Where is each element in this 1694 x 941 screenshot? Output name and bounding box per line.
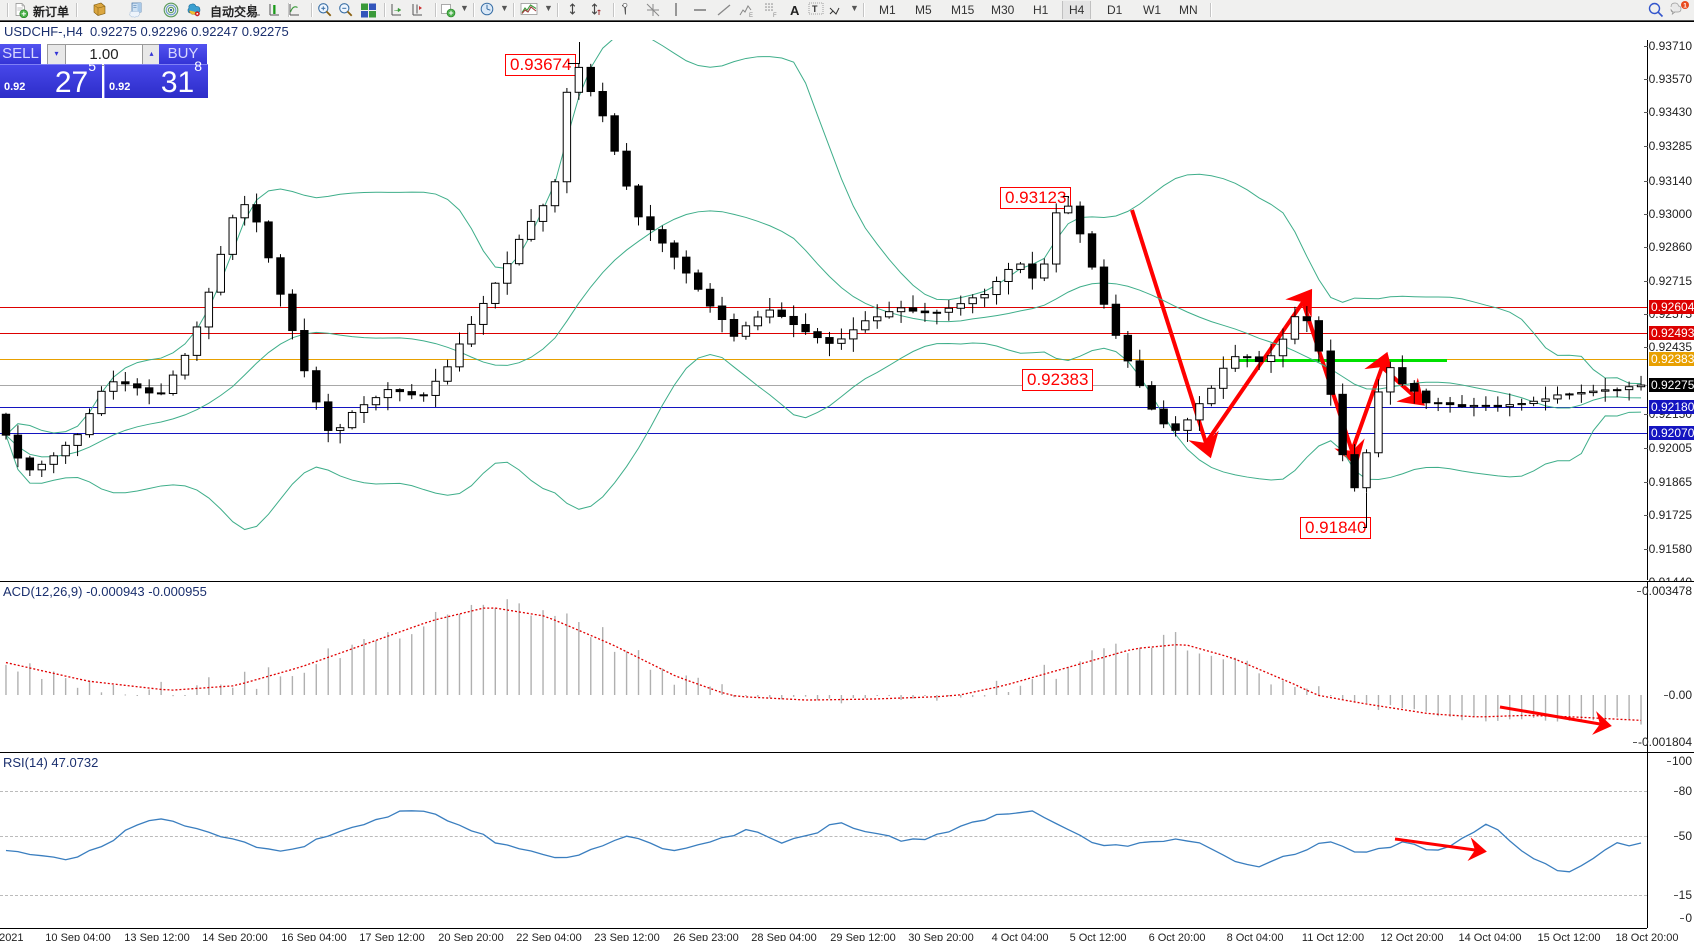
svg-text:E: E: [749, 13, 753, 18]
svg-text:1: 1: [1683, 3, 1687, 10]
svg-text:T: T: [812, 4, 818, 14]
svg-text:F: F: [773, 13, 777, 18]
